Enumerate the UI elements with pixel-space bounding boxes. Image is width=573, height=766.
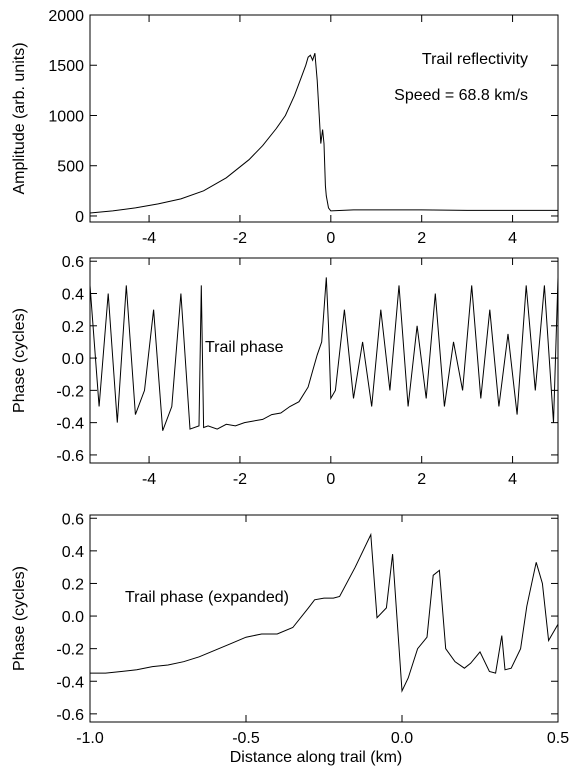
x-tick-label: 0: [326, 471, 335, 488]
y-tick-label: 0.0: [62, 609, 84, 626]
plot-frame: [89, 514, 559, 723]
y-axis-label: Phase (cycles): [11, 308, 28, 413]
annotation-text: Speed = 68.8 km/s: [394, 87, 528, 104]
y-tick-label: 2000: [48, 8, 84, 25]
series-line: [90, 53, 558, 214]
panel-reflectivity: -4 -2 0 2 4 0 500 1000 1500 2000 Amplitude (arb. u…: [11, 8, 559, 247]
y-tick-label: 1000: [48, 108, 84, 125]
y-axis-label: Phase (cycles): [11, 566, 28, 671]
y-tick-label: 0.4: [62, 287, 84, 304]
y-tick-label: -0.6: [56, 707, 84, 724]
y-tick-label: 0.6: [62, 511, 84, 528]
y-tick-label: 500: [57, 159, 84, 176]
plot-frame: [89, 257, 559, 464]
y-tick-label: 0: [75, 209, 84, 226]
y-tick-label: 1500: [48, 58, 84, 75]
x-tick-label: -0.5: [232, 730, 260, 747]
y-tick-label: -0.6: [56, 448, 84, 465]
y-axis-label: Amplitude (arb. units): [11, 42, 28, 194]
y-tick-label: 0.2: [62, 576, 84, 593]
y-tick-label: 0.4: [62, 544, 84, 561]
x-tick-label: 0: [326, 230, 335, 247]
series-line: [90, 277, 558, 431]
x-tick-label: -4: [142, 230, 156, 247]
annotation-text: Trail reflectivity: [422, 51, 528, 68]
x-tick-label: 2: [417, 230, 426, 247]
y-tick-label: -0.4: [56, 416, 84, 433]
y-tick-label: 0.2: [62, 319, 84, 336]
series-line: [90, 532, 558, 693]
x-tick-label: -1.0: [76, 730, 104, 747]
y-tick-label: -0.4: [56, 674, 84, 691]
x-tick-label: 4: [508, 230, 517, 247]
panel-trail-phase-expanded: -1.0 -0.5 0.0 0.5 -0.6 -0.4 -0.2 0.0 0.2 0.4 0.6 Ph…: [11, 511, 569, 766]
x-tick-label: 0.5: [547, 730, 569, 747]
x-tick-label: 2: [417, 471, 426, 488]
y-tick-label: -0.2: [56, 642, 84, 659]
x-tick-label: 4: [508, 471, 517, 488]
x-tick-label: -4: [142, 471, 156, 488]
x-tick-label: 0.0: [391, 730, 413, 747]
x-tick-label: -2: [233, 230, 247, 247]
y-tick-label: 0.0: [62, 351, 84, 368]
annotation-text: Trail phase: [205, 339, 284, 356]
plot-frame: [89, 14, 559, 223]
panel-trail-phase: -4 -2 0 2 4 -0.6 -0.4 -0.2 0.0 0.2 0.4 0.6 Phase (cy…: [11, 254, 559, 488]
y-tick-label: 0.6: [62, 254, 84, 271]
x-axis-label: Distance along trail (km): [230, 749, 403, 766]
y-tick-label: -0.2: [56, 383, 84, 400]
x-tick-label: -2: [233, 471, 247, 488]
annotation-text: Trail phase (expanded): [125, 589, 289, 606]
